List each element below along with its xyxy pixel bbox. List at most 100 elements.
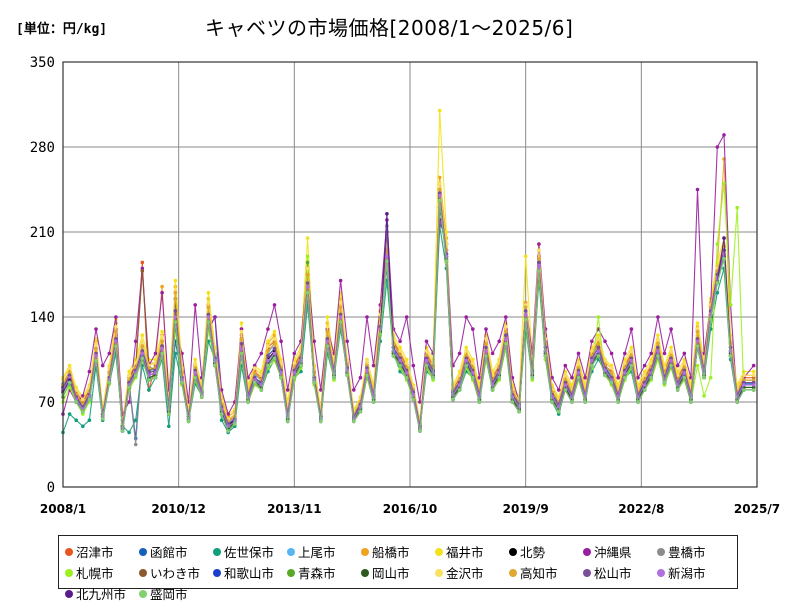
y-tick-label: 280 bbox=[30, 140, 55, 156]
data-point bbox=[358, 409, 363, 414]
legend-label: 松山市 bbox=[594, 566, 632, 581]
data-point bbox=[325, 344, 330, 348]
data-point bbox=[206, 290, 211, 295]
data-point bbox=[140, 356, 145, 361]
data-point bbox=[537, 264, 541, 268]
series-9 bbox=[61, 199, 756, 447]
data-point bbox=[398, 363, 402, 368]
data-point bbox=[94, 327, 98, 331]
data-point bbox=[543, 354, 548, 358]
data-point bbox=[226, 424, 230, 429]
data-point bbox=[325, 329, 330, 334]
data-point bbox=[325, 339, 330, 344]
data-point bbox=[140, 266, 145, 271]
data-point bbox=[140, 344, 145, 348]
data-point bbox=[252, 371, 257, 375]
data-point bbox=[67, 380, 72, 385]
data-point bbox=[127, 400, 131, 404]
data-point bbox=[140, 333, 145, 338]
data-point bbox=[590, 363, 594, 368]
data-point bbox=[219, 418, 224, 423]
data-point bbox=[279, 339, 283, 344]
data-point bbox=[609, 366, 614, 370]
data-point bbox=[239, 351, 244, 356]
data-point bbox=[285, 419, 290, 424]
data-point bbox=[319, 419, 323, 424]
legend-label: 豊橋市 bbox=[668, 545, 706, 560]
data-point bbox=[266, 339, 270, 344]
data-point bbox=[702, 375, 706, 380]
data-point bbox=[523, 300, 528, 305]
data-point bbox=[305, 260, 310, 265]
legend: 沼津市 函館市 佐世保市 上尾市 船橋市 福井市 北勢 沖縄県 豊橋市 札幌市 いわき市 和歌山市 青森… bbox=[58, 535, 738, 602]
data-point bbox=[266, 363, 270, 368]
data-point bbox=[550, 400, 554, 404]
data-point bbox=[751, 373, 756, 378]
data-point bbox=[239, 346, 244, 351]
legend-item: 高知市 bbox=[509, 562, 583, 583]
axes: 0 70 140 210 280 350 2008/1 2010/12 2013/11 2016/… bbox=[30, 55, 780, 516]
legend-label: 佐世保市 bbox=[224, 545, 275, 560]
data-point bbox=[656, 354, 660, 358]
legend-item: 盛岡市 bbox=[139, 583, 213, 604]
data-point bbox=[484, 349, 488, 353]
data-point bbox=[239, 337, 244, 341]
data-point bbox=[213, 315, 217, 319]
legend-swatch bbox=[213, 547, 221, 556]
data-point bbox=[365, 315, 369, 319]
data-point bbox=[550, 375, 554, 380]
data-point bbox=[537, 269, 541, 273]
data-point bbox=[226, 412, 230, 416]
data-point bbox=[193, 303, 197, 307]
data-point bbox=[94, 358, 98, 363]
data-point bbox=[173, 315, 178, 319]
data-point bbox=[160, 290, 164, 295]
data-point bbox=[160, 346, 164, 351]
data-point bbox=[180, 380, 184, 385]
data-point bbox=[656, 333, 660, 338]
data-point bbox=[411, 363, 416, 368]
data-point bbox=[523, 309, 528, 313]
data-point bbox=[484, 337, 488, 341]
legend-swatch bbox=[65, 589, 73, 598]
data-point bbox=[556, 409, 561, 414]
y-tick-label: 0 bbox=[47, 480, 55, 496]
data-point bbox=[675, 363, 680, 368]
legend-swatch bbox=[657, 568, 665, 577]
data-point bbox=[596, 341, 601, 346]
legend-item: 和歌山市 bbox=[213, 562, 287, 583]
data-point bbox=[305, 266, 310, 271]
data-point bbox=[490, 388, 495, 392]
data-point bbox=[596, 354, 601, 358]
data-point bbox=[173, 351, 178, 356]
data-point bbox=[305, 254, 310, 259]
legend-swatch bbox=[65, 568, 73, 577]
data-point bbox=[656, 349, 660, 353]
data-point bbox=[596, 333, 601, 338]
data-point bbox=[523, 254, 528, 259]
data-point bbox=[735, 205, 739, 210]
data-point bbox=[404, 375, 409, 380]
legend-swatch bbox=[139, 547, 147, 556]
data-point bbox=[471, 327, 475, 331]
legend-swatch bbox=[361, 568, 369, 577]
data-point bbox=[87, 369, 92, 374]
data-point bbox=[437, 175, 442, 180]
data-point bbox=[504, 324, 508, 329]
data-point bbox=[81, 424, 85, 429]
data-point bbox=[722, 256, 726, 261]
data-point bbox=[398, 349, 402, 353]
grid-lines bbox=[62, 61, 758, 488]
data-point bbox=[583, 375, 587, 380]
legend-swatch bbox=[509, 568, 517, 577]
data-point bbox=[94, 351, 98, 356]
data-point bbox=[87, 397, 92, 402]
data-point bbox=[186, 419, 191, 424]
data-point bbox=[173, 309, 178, 313]
data-point bbox=[484, 345, 488, 350]
data-point bbox=[100, 363, 105, 368]
data-point bbox=[464, 363, 469, 368]
data-point bbox=[272, 346, 277, 351]
data-point bbox=[662, 351, 667, 356]
data-point bbox=[570, 375, 574, 380]
